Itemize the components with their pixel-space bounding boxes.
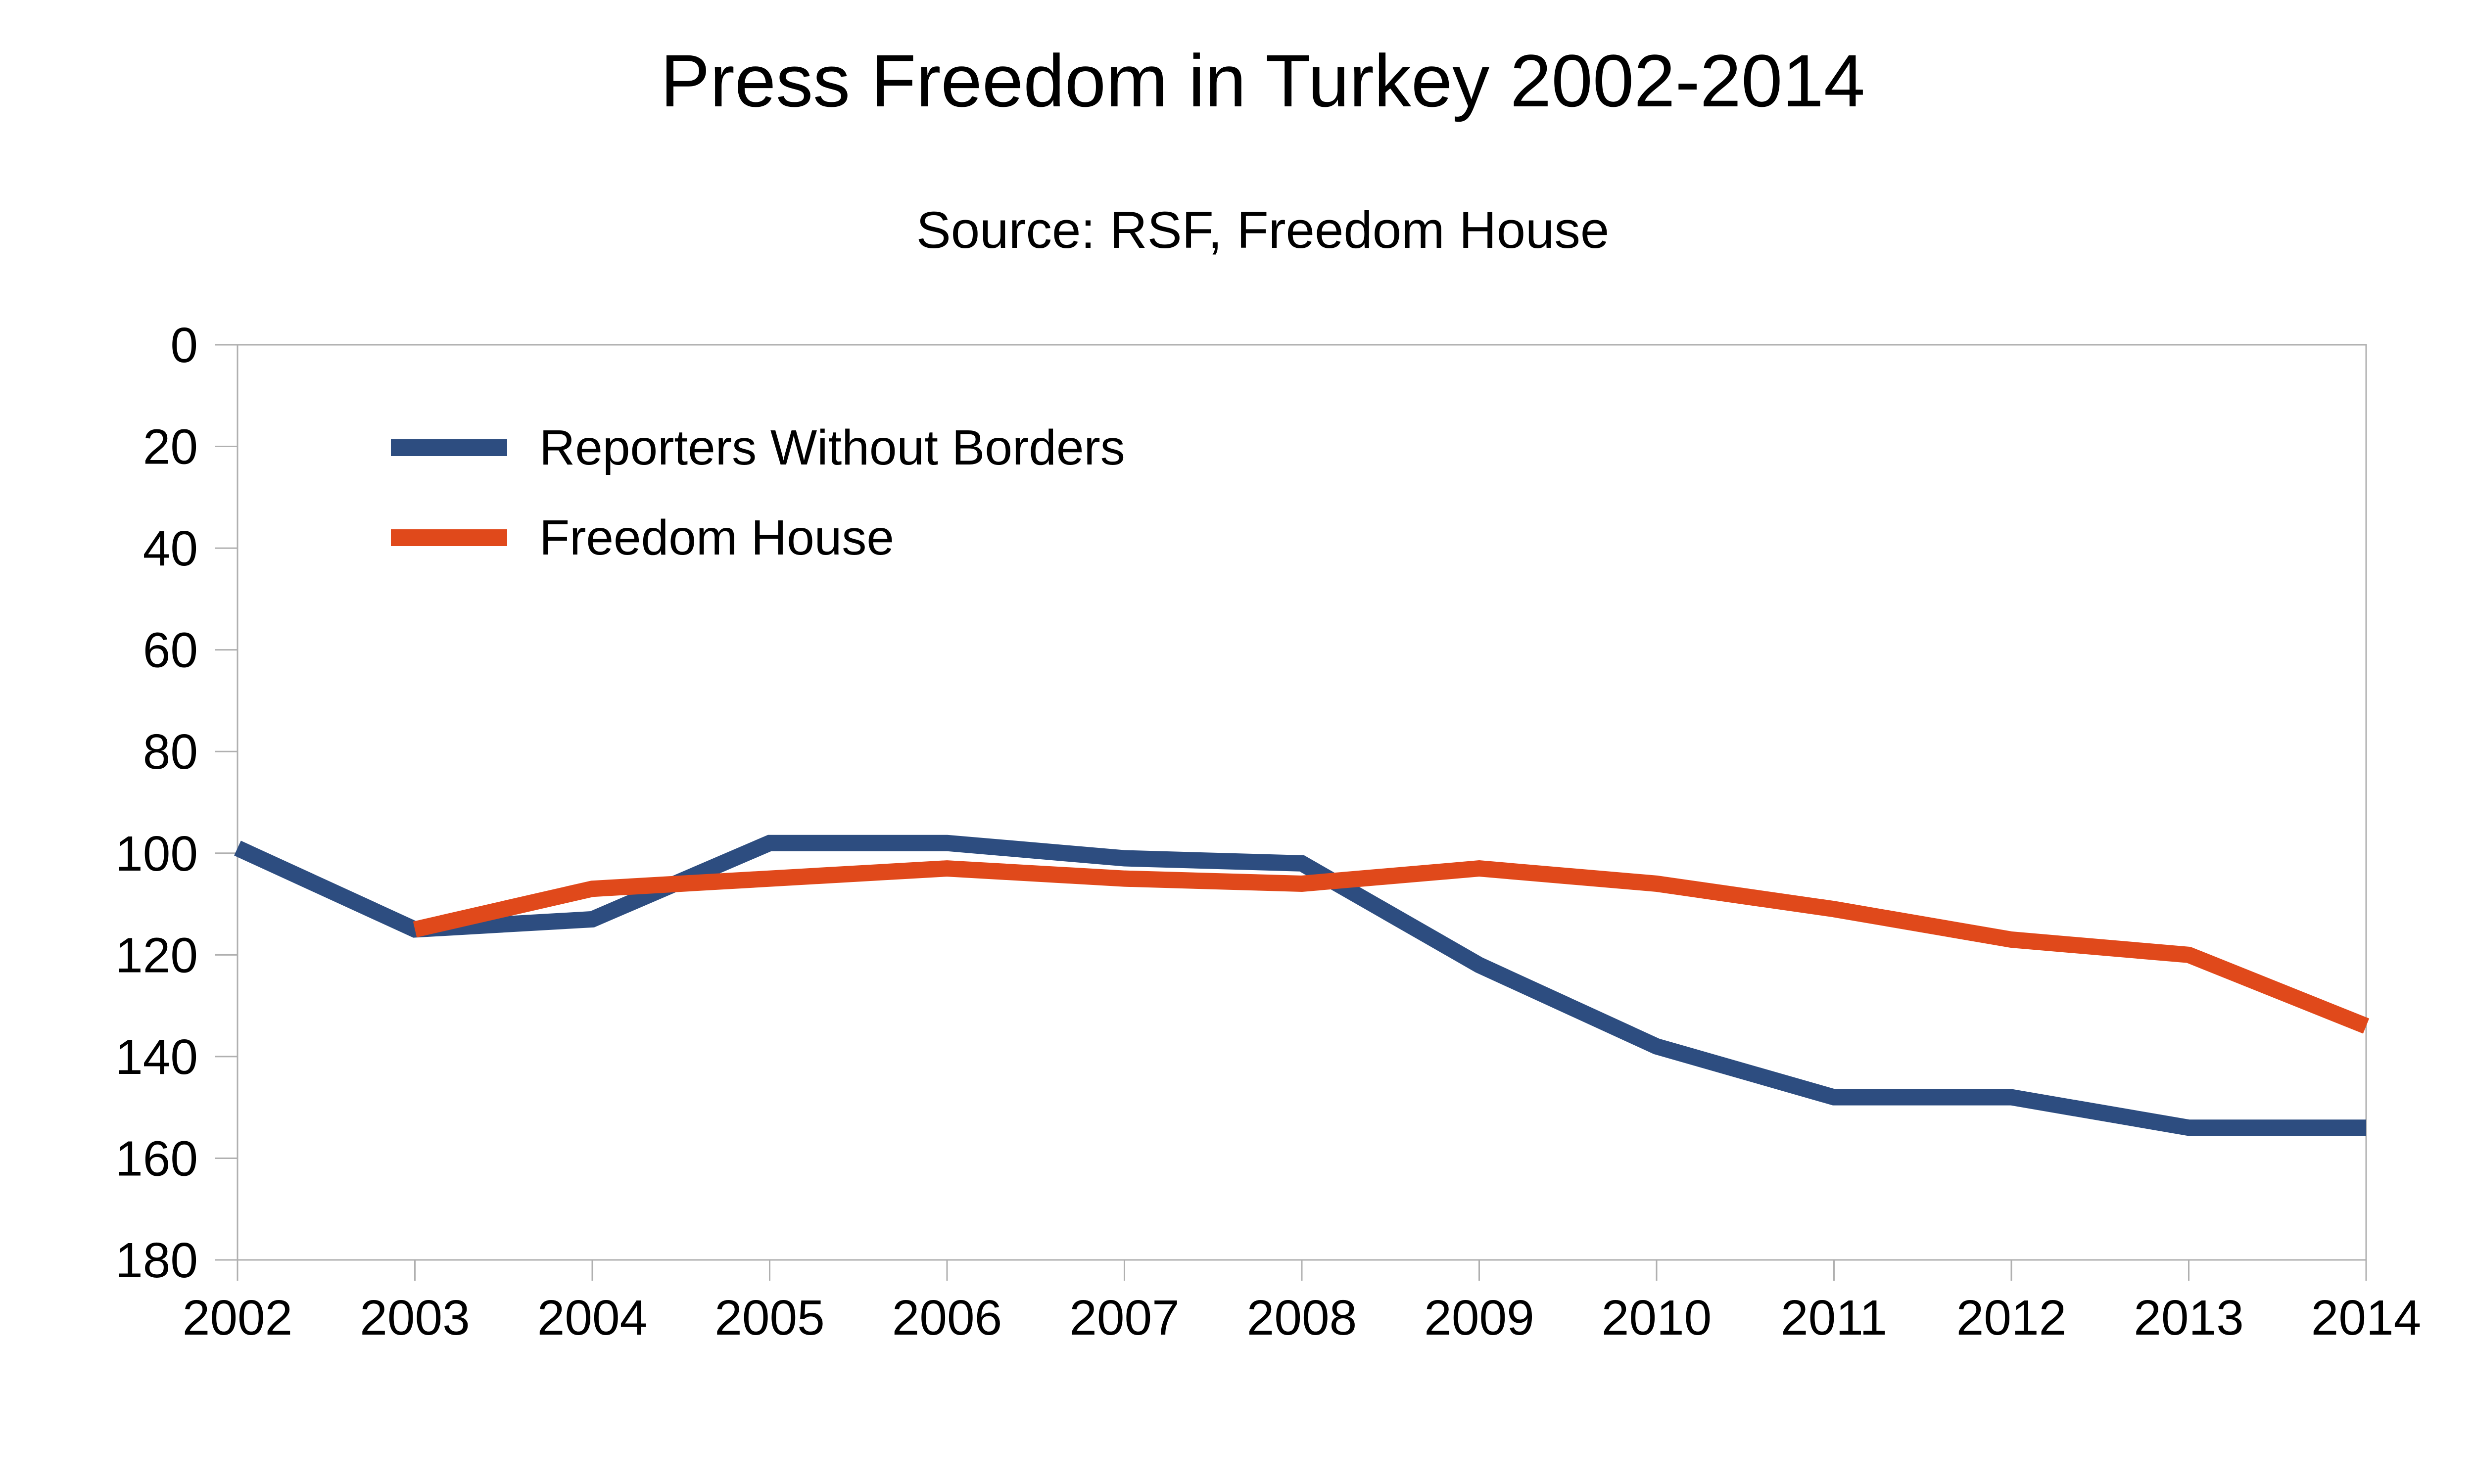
x-tick-label: 2008: [1247, 1290, 1357, 1345]
x-tick-label: 2011: [1781, 1290, 1887, 1345]
x-tick-label: 2007: [1069, 1290, 1179, 1345]
data-series-lines: [234, 835, 2370, 1136]
x-tick-label: 2004: [537, 1290, 647, 1345]
legend: Reporters Without Borders Freedom House: [391, 423, 1125, 603]
chart-subtitle: Source: RSF, Freedom House: [916, 201, 1610, 259]
legend-label-rwb: Reporters Without Borders: [539, 420, 1125, 475]
y-tick-label: 120: [115, 928, 198, 983]
reporters-without-borders-line: [234, 835, 2366, 1136]
y-tick-label: 180: [115, 1233, 198, 1288]
x-tick-label: 2012: [1956, 1290, 2066, 1345]
rwb-line-swatch: [391, 439, 507, 456]
y-tick-label: 60: [143, 623, 198, 678]
freedom-house-line: [413, 860, 2370, 1034]
x-tick-label: 2013: [2134, 1290, 2243, 1345]
x-tick-label: 2014: [2311, 1290, 2421, 1345]
legend-item-reporters-without-borders: Reporters Without Borders: [391, 423, 1125, 472]
y-tick-label: 0: [170, 318, 198, 373]
y-tick-label: 140: [115, 1029, 198, 1085]
chart-title: Press Freedom in Turkey 2002-2014: [660, 39, 1865, 122]
x-tick-label: 2005: [714, 1290, 824, 1345]
x-tick-label: 2010: [1602, 1290, 1712, 1345]
y-tick-label: 20: [143, 419, 198, 475]
x-tick-label: 2006: [892, 1290, 1002, 1345]
y-tick-label: 80: [143, 724, 198, 780]
y-tick-label: 160: [115, 1131, 198, 1186]
legend-item-freedom-house: Freedom House: [391, 513, 1125, 562]
fh-line-swatch: [391, 529, 507, 546]
y-tick-label: 100: [115, 826, 198, 881]
legend-label-fh: Freedom House: [539, 510, 894, 565]
x-tick-label: 2003: [360, 1290, 470, 1345]
y-tick-label: 40: [143, 521, 198, 576]
x-tick-label: 2009: [1424, 1290, 1534, 1345]
axes-and-ticks: [215, 344, 2367, 1281]
x-tick-label: 2002: [183, 1290, 292, 1345]
